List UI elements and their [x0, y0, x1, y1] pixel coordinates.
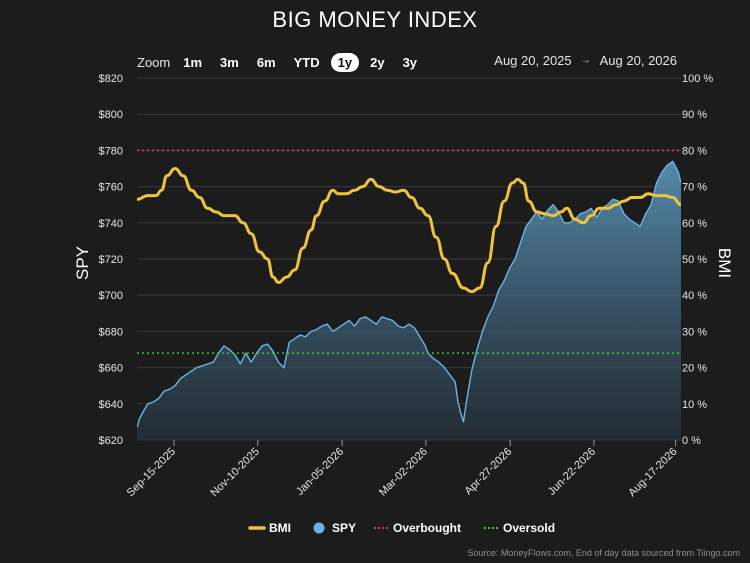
spy-area	[137, 161, 681, 440]
y-left-tick-label: $660	[99, 363, 123, 375]
date-range: Aug 20, 2025 → Aug 20, 2026	[494, 53, 677, 68]
threshold-lines	[137, 149, 681, 354]
x-tick-label: Nov-10-2025	[208, 446, 261, 499]
y-right-tick-label: 40 %	[682, 290, 707, 302]
range-from[interactable]: Aug 20, 2025	[494, 53, 572, 68]
y-right-tick-label: 10 %	[682, 399, 707, 411]
y-left-tick-label: $720	[99, 254, 123, 266]
source-note: Source: MoneyFlows.com, End of day data …	[467, 548, 740, 558]
y-right-tick-label: 50 %	[682, 254, 707, 266]
range-to[interactable]: Aug 20, 2026	[599, 53, 677, 68]
y-right-tick-label: 20 %	[682, 363, 707, 375]
y-right-tick-label: 70 %	[682, 182, 707, 194]
y-right-tick-label: 60 %	[682, 218, 707, 230]
y-right-tick-label: 100 %	[682, 73, 713, 85]
legend-marker-spy[interactable]	[313, 522, 325, 534]
y-left-tick-label: $620	[99, 435, 123, 447]
y-left-tick-label: $800	[99, 109, 123, 121]
y-left-tick-label: $680	[99, 326, 123, 338]
y-left-tick-label: $820	[99, 73, 123, 85]
y-right-tick-label: 30 %	[682, 326, 707, 338]
y-left-tick-label: $700	[99, 290, 123, 302]
y-right-tick-label: 90 %	[682, 109, 707, 121]
spy-line	[137, 160, 681, 428]
x-tick-label: Aug-17-2026	[626, 446, 679, 499]
x-tick-label: Mar-02-2026	[377, 446, 430, 499]
legend-label-overbought[interactable]: Overbought	[393, 521, 461, 535]
y-axis-left-title: SPY	[73, 246, 92, 280]
x-tick-label: Sep-15-2025	[125, 446, 178, 499]
zoom-button-6m[interactable]: 6m	[256, 54, 276, 70]
zoom-button-ytd[interactable]: YTD	[293, 54, 320, 70]
x-tick-label: Apr-27-2026	[463, 446, 515, 498]
zoom-button-2y[interactable]: 2y	[370, 54, 385, 70]
legend: BMI SPY Overbought Oversold	[248, 521, 555, 535]
y-axis-right-title: BMI	[715, 248, 734, 278]
legend-label-oversold[interactable]: Oversold	[503, 521, 555, 535]
y-axis-left: $620 $640 $660 $680 $700 $720 $740 $760 $780 $800…	[99, 73, 123, 447]
bmi-line	[137, 167, 681, 294]
y-right-tick-label: 0 %	[682, 435, 701, 447]
y-left-tick-label: $740	[99, 218, 123, 230]
zoom-button-1y[interactable]: 1y	[330, 52, 360, 72]
y-left-tick-label: $780	[99, 145, 123, 157]
x-tick-label: Jun-22-2026	[546, 446, 598, 498]
x-axis: Sep-15-2025 Nov-10-2025 Jan-05-2026 Mar-02-…	[125, 440, 680, 499]
x-tick-label: Jan-05-2026	[294, 446, 346, 498]
zoom-button-3y[interactable]: 3y	[402, 54, 418, 70]
y-axis-right: 0 % 10 % 20 % 30 % 40 % 50 % 60 % 70 % 80 % 90 % 1…	[682, 73, 713, 447]
y-left-tick-label: $760	[99, 182, 123, 194]
zoom-label: Zoom	[137, 54, 171, 70]
y-left-tick-label: $640	[99, 399, 123, 411]
legend-label-spy[interactable]: SPY	[332, 521, 356, 535]
zoom-controls: Zoom 1m 3m 6m YTD 1y 2y 3y	[137, 52, 428, 72]
zoom-button-3m[interactable]: 3m	[220, 54, 239, 70]
zoom-button-1m[interactable]: 1m	[183, 54, 203, 70]
plot-area	[137, 160, 681, 440]
y-right-tick-label: 80 %	[682, 145, 707, 157]
chart-title: BIG MONEY INDEX	[272, 7, 478, 32]
legend-label-bmi[interactable]: BMI	[269, 521, 291, 535]
range-arrow-icon: →	[580, 55, 591, 66]
